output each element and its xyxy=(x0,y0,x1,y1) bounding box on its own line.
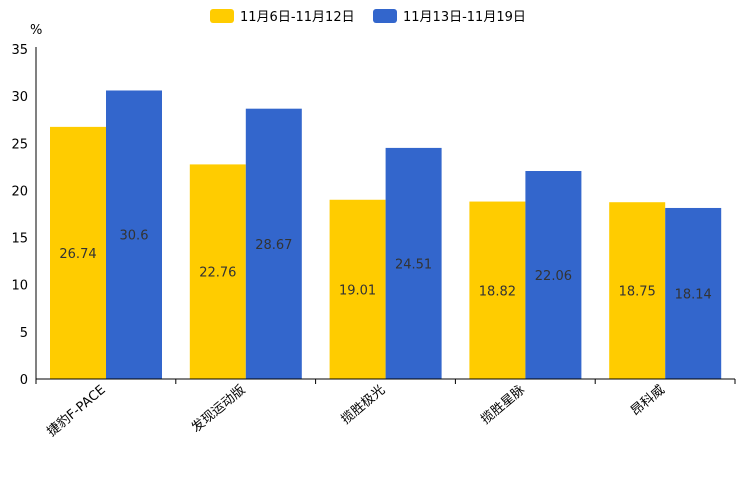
legend: 11月6日-11月12日 11月13日-11月19日 xyxy=(210,9,526,25)
bar-week1-4 xyxy=(609,202,666,379)
bars-group xyxy=(50,90,722,379)
y-tick-label: 10 xyxy=(11,279,28,294)
y-tick-label: 5 xyxy=(20,326,28,341)
x-category-label: 揽胜星脉 xyxy=(478,382,528,428)
x-category-label: 捷豹F-PACE xyxy=(44,383,108,440)
x-category-label: 发现运动版 xyxy=(188,382,248,436)
data-label: 22.76 xyxy=(199,266,236,281)
data-label: 24.51 xyxy=(395,257,432,272)
legend-label: 11月6日-11月12日 xyxy=(240,10,355,25)
bar-week2-1 xyxy=(245,108,302,379)
y-tick-label: 0 xyxy=(20,373,28,388)
data-label: 26.74 xyxy=(59,247,96,262)
x-category-label: 昂科威 xyxy=(628,383,668,420)
bar-week2-0 xyxy=(106,90,162,379)
data-label: 30.6 xyxy=(120,229,149,244)
x-axis: 捷豹F-PACE 发现运动版 揽胜极光 揽胜星脉 昂科威 xyxy=(35,378,736,440)
bar-week1-1 xyxy=(189,164,246,379)
x-category-label: 揽胜极光 xyxy=(338,382,388,428)
y-tick-label: 25 xyxy=(11,137,28,152)
y-axis: 0 5 10 15 20 25 30 35 xyxy=(11,43,37,388)
y-tick-label: 20 xyxy=(11,184,28,199)
bar-week1-3 xyxy=(469,201,526,379)
legend-swatch xyxy=(373,9,397,23)
bar-week2-3 xyxy=(525,171,582,379)
data-label: 18.75 xyxy=(619,285,656,300)
legend-label: 11月13日-11月19日 xyxy=(403,10,526,25)
data-labels-group: 26.74 30.6 22.76 28.67 19.01 24.51 18.82 22.06 1… xyxy=(59,229,711,303)
bar-week1-2 xyxy=(329,199,386,379)
data-label: 18.82 xyxy=(479,284,516,299)
y-axis-unit-label: % xyxy=(30,23,42,38)
data-label: 18.14 xyxy=(675,287,712,302)
data-label: 28.67 xyxy=(255,238,292,253)
y-tick-label: 35 xyxy=(11,43,28,58)
data-label: 19.01 xyxy=(339,283,376,298)
legend-swatch xyxy=(210,9,234,23)
bar-week1-0 xyxy=(50,126,106,379)
y-tick-label: 15 xyxy=(11,232,28,247)
bar-week2-2 xyxy=(385,147,442,379)
y-tick-label: 30 xyxy=(11,90,28,105)
data-label: 22.06 xyxy=(535,269,572,284)
bar-week2-4 xyxy=(665,207,722,379)
